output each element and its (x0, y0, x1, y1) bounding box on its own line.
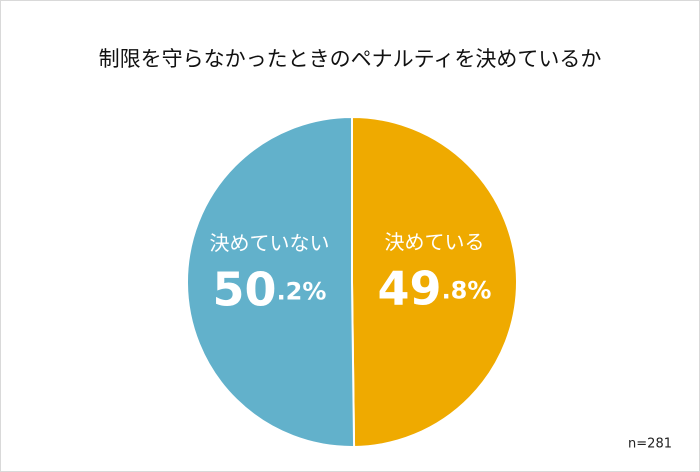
slice-label: 決めていない (210, 231, 330, 255)
pie-slice (186, 115, 356, 448)
chart-title: 制限を守らなかったときのペナルティを決めているか (99, 47, 602, 71)
slice-value-label: 50.2% (213, 262, 327, 316)
pie-slice (351, 115, 518, 449)
slice-label: 決めている (384, 230, 484, 254)
sample-size-note: n=281 (628, 437, 672, 452)
slice-value-label: 49.8% (378, 261, 492, 315)
